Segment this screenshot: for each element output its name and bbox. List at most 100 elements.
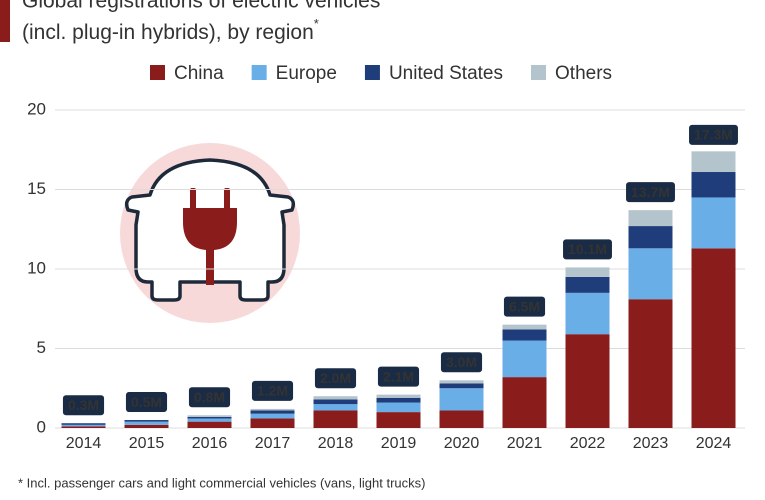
total-label: 17.3M — [689, 124, 738, 145]
bar-segment — [628, 299, 673, 428]
x-tick-label: 2021 — [507, 435, 543, 452]
bar-segment — [439, 388, 484, 411]
x-tick-label: 2019 — [381, 435, 417, 452]
total-label-box — [314, 368, 357, 389]
total-label-box — [377, 366, 420, 387]
bar-segment — [376, 402, 421, 413]
legend-label: Others — [555, 63, 612, 84]
bar-segment — [565, 276, 610, 293]
footnote: * Incl. passenger cars and light commerc… — [18, 475, 426, 490]
bar-segment — [61, 423, 106, 425]
bar-segment — [439, 410, 484, 428]
bar-segment — [628, 248, 673, 300]
total-label: 13.7M — [626, 182, 675, 203]
total-label: 1.2M — [251, 380, 294, 401]
title-marker: * — [314, 16, 319, 31]
total-label: 2.1M — [377, 366, 420, 387]
legend-swatch — [150, 65, 165, 80]
bar-segment — [124, 421, 169, 425]
y-tick-label: 5 — [37, 338, 46, 357]
total-label-text: 0.8M — [194, 389, 225, 405]
bar-segment — [502, 377, 547, 428]
x-tick-label: 2024 — [696, 435, 732, 452]
x-tick-label: 2016 — [192, 435, 228, 452]
total-label-box — [440, 352, 483, 373]
bar-segment — [376, 397, 421, 403]
bar-segment — [691, 197, 736, 249]
bar-segment — [691, 248, 736, 428]
bar-segment — [61, 426, 106, 428]
bar-segment — [439, 383, 484, 389]
bar-segment — [439, 380, 484, 384]
bar-segment — [250, 413, 295, 419]
bar-segment — [187, 421, 232, 428]
legend-label: China — [174, 63, 224, 84]
bar-segment — [313, 399, 358, 405]
y-tick-label: 15 — [27, 179, 46, 198]
x-tick-label: 2023 — [633, 435, 669, 452]
x-tick-label: 2017 — [255, 435, 291, 452]
bar-segment — [376, 394, 421, 398]
bar-segment — [313, 396, 358, 400]
total-label-text: 0.5M — [131, 394, 162, 410]
total-label: 0.8M — [188, 387, 231, 408]
legend: China Europe United States Others — [150, 63, 612, 84]
bar-segment — [250, 410, 295, 414]
total-label-text: 2.1M — [383, 368, 414, 384]
bar-segment — [565, 267, 610, 277]
total-label-box — [563, 239, 612, 260]
bar-segment — [250, 418, 295, 428]
legend-label: Europe — [276, 63, 337, 84]
icon — [120, 143, 300, 323]
bar-segment — [124, 420, 169, 422]
total-label: 0.3M — [62, 395, 105, 416]
bar-segment — [565, 292, 610, 335]
total-label-text: 2.0M — [320, 370, 351, 386]
total-label-text: 13.7M — [631, 184, 670, 200]
y-tick-label: 10 — [27, 258, 46, 277]
bar-segment — [376, 412, 421, 428]
total-label: 10.1M — [563, 239, 612, 260]
total-label-text: 1.2M — [257, 383, 288, 399]
total-label-text: 0.3M — [68, 397, 99, 413]
bar-segment — [502, 324, 547, 330]
bar-segment — [124, 424, 169, 428]
x-tick-label: 2020 — [444, 435, 480, 452]
total-label-text: 10.1M — [568, 241, 607, 257]
total-label-box — [689, 124, 738, 145]
total-label: 2.0M — [314, 368, 357, 389]
total-label: 3.0M — [440, 352, 483, 373]
total-label-text: 6.5M — [509, 298, 540, 314]
legend-swatch — [364, 65, 380, 80]
y-tick-label: 20 — [27, 99, 46, 118]
total-label-box — [503, 296, 546, 317]
bar-segment — [61, 424, 106, 427]
bar-segment — [502, 340, 547, 378]
chart-title: (incl. plug-in hybrids), by region* — [22, 16, 319, 43]
chart-title: Global registrations of electric vehicle… — [22, 0, 380, 13]
y-tick-label: 0 — [37, 417, 46, 436]
bar-segment — [187, 416, 232, 419]
bar-segment — [187, 415, 232, 417]
bar-segment — [691, 151, 736, 173]
bar-segment — [187, 418, 232, 422]
bar-segment — [691, 172, 736, 198]
title-accent — [0, 0, 10, 42]
total-label-box — [62, 395, 105, 416]
bar-segment — [628, 226, 673, 249]
bar-segment — [502, 329, 547, 341]
bar-segment — [313, 404, 358, 411]
legend-label: United States — [389, 63, 503, 84]
total-label-box — [188, 387, 231, 408]
total-label: 6.5M — [503, 296, 546, 317]
total-label-box — [251, 380, 294, 401]
x-tick-label: 2018 — [318, 435, 354, 452]
bar-segment — [628, 210, 673, 227]
x-tick-label: 2015 — [129, 435, 165, 452]
x-tick-label: 2022 — [570, 435, 606, 452]
total-label-box — [125, 392, 168, 413]
bar-segment — [313, 410, 358, 428]
legend-swatch — [251, 65, 267, 80]
x-tick-label: 2014 — [66, 435, 102, 452]
total-label-text: 3.0M — [446, 354, 477, 370]
